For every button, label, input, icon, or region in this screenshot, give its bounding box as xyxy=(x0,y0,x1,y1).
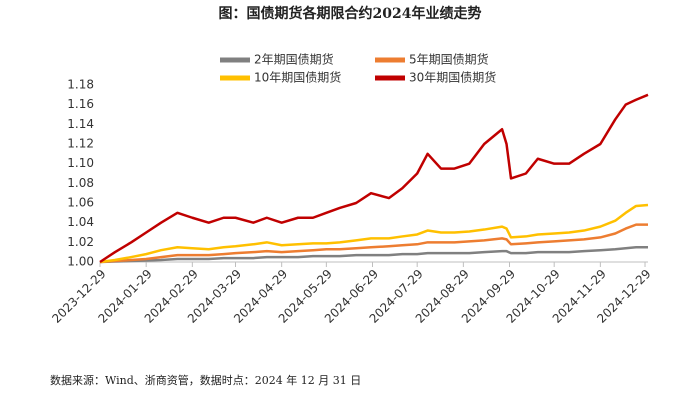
legend-label: 10年期国债期货 xyxy=(254,70,341,85)
y-tick-label: 1.12 xyxy=(67,137,94,151)
series-line xyxy=(99,246,648,264)
y-tick-label: 1.06 xyxy=(67,196,94,210)
series-line xyxy=(99,203,649,264)
chart-title: 图：国债期货各期限合约2024年业绩走势 xyxy=(219,5,482,22)
y-tick-label: 1.02 xyxy=(67,235,94,249)
y-tick-label: 1.00 xyxy=(67,255,94,269)
y-tick-label: 1.14 xyxy=(67,117,94,131)
series-line xyxy=(99,93,649,264)
y-tick-label: 1.18 xyxy=(67,78,94,92)
y-tick-label: 1.08 xyxy=(67,176,94,190)
legend-label: 5年期国债期货 xyxy=(409,52,489,67)
y-tick-label: 1.10 xyxy=(67,156,94,170)
y-tick-label: 1.04 xyxy=(67,215,94,229)
source-note: 数据来源：Wind、浙商资管，数据时点：2024 年 12 月 31 日 xyxy=(50,373,361,387)
legend-label: 2年期国债期货 xyxy=(254,52,334,67)
series-line xyxy=(99,223,648,264)
legend-label: 30年期国债期货 xyxy=(409,70,496,85)
y-tick-label: 1.16 xyxy=(67,97,94,111)
